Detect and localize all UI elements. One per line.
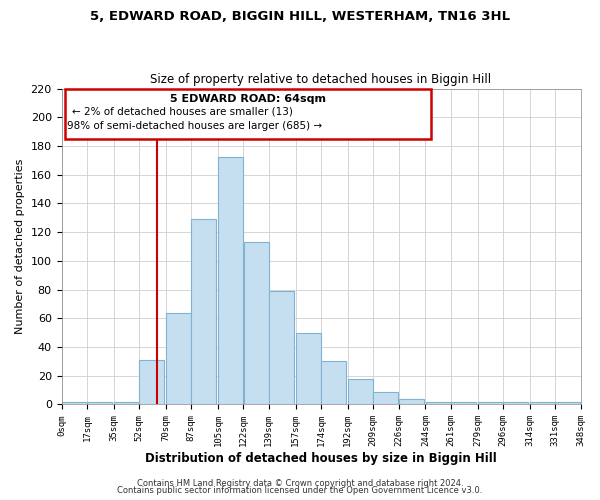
Bar bbox=[478, 402, 503, 404]
Bar bbox=[62, 402, 86, 404]
Text: Contains HM Land Registry data © Crown copyright and database right 2024.: Contains HM Land Registry data © Crown c… bbox=[137, 478, 463, 488]
Bar bbox=[530, 402, 555, 404]
Bar bbox=[503, 402, 528, 404]
Y-axis label: Number of detached properties: Number of detached properties bbox=[15, 159, 25, 334]
Bar bbox=[65, 88, 431, 139]
Text: 98% of semi-detached houses are larger (685) →: 98% of semi-detached houses are larger (… bbox=[67, 121, 323, 131]
Text: ← 2% of detached houses are smaller (13): ← 2% of detached houses are smaller (13) bbox=[72, 106, 293, 117]
Text: 5, EDWARD ROAD, BIGGIN HILL, WESTERHAM, TN16 3HL: 5, EDWARD ROAD, BIGGIN HILL, WESTERHAM, … bbox=[90, 10, 510, 23]
Text: 5 EDWARD ROAD: 64sqm: 5 EDWARD ROAD: 64sqm bbox=[170, 94, 326, 104]
Bar bbox=[166, 312, 191, 404]
Text: Contains public sector information licensed under the Open Government Licence v3: Contains public sector information licen… bbox=[118, 486, 482, 495]
Bar bbox=[451, 402, 476, 404]
Bar bbox=[425, 402, 451, 404]
Bar bbox=[556, 402, 580, 404]
X-axis label: Distribution of detached houses by size in Biggin Hill: Distribution of detached houses by size … bbox=[145, 452, 497, 465]
Bar bbox=[139, 360, 164, 405]
Bar bbox=[191, 219, 217, 404]
Bar bbox=[296, 332, 321, 404]
Bar bbox=[321, 362, 346, 405]
Bar bbox=[218, 158, 243, 404]
Bar bbox=[244, 242, 269, 404]
Bar bbox=[373, 392, 398, 404]
Title: Size of property relative to detached houses in Biggin Hill: Size of property relative to detached ho… bbox=[151, 73, 491, 86]
Bar bbox=[399, 398, 424, 404]
Bar bbox=[269, 291, 294, 405]
Bar bbox=[348, 378, 373, 404]
Bar bbox=[114, 402, 139, 404]
Bar bbox=[87, 402, 112, 404]
